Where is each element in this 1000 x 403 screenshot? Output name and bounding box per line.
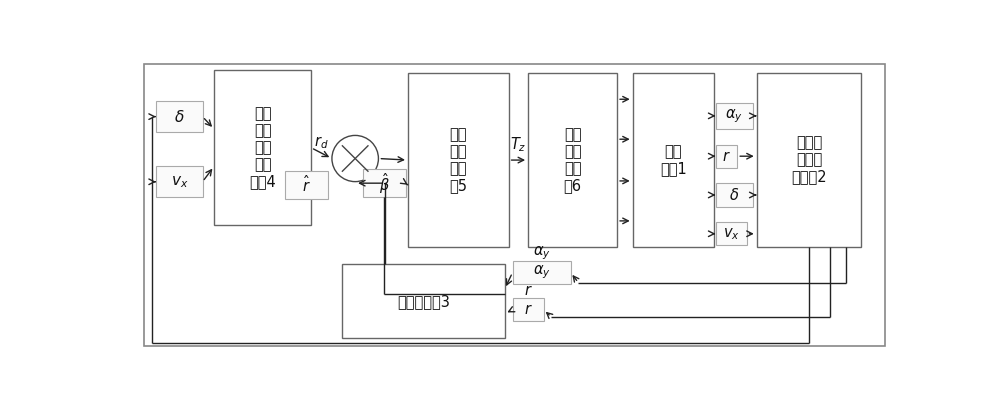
- Text: $\hat{\beta}$: $\hat{\beta}$: [379, 171, 390, 196]
- Text: 角速: 角速: [254, 140, 271, 155]
- Text: $r_d$: $r_d$: [314, 135, 329, 152]
- Bar: [716, 145, 737, 168]
- Text: $\hat{r}$: $\hat{r}$: [302, 175, 311, 195]
- Bar: [528, 73, 617, 247]
- Text: 算器4: 算器4: [249, 174, 276, 189]
- Bar: [156, 101, 202, 132]
- Text: $r$: $r$: [722, 149, 731, 164]
- Text: 理想: 理想: [254, 106, 271, 121]
- Text: 器6: 器6: [564, 178, 582, 193]
- Text: 力矩: 力矩: [564, 144, 581, 159]
- Text: 理电路2: 理电路2: [791, 170, 827, 185]
- Text: $r$: $r$: [524, 302, 532, 317]
- Bar: [214, 70, 311, 225]
- Text: $\delta$: $\delta$: [174, 109, 185, 125]
- Bar: [633, 73, 714, 247]
- Bar: [757, 73, 861, 247]
- Text: 横摆: 横摆: [564, 127, 581, 142]
- Bar: [285, 171, 328, 199]
- Bar: [512, 261, 571, 284]
- Text: 控制: 控制: [450, 161, 467, 176]
- Text: 滑模: 滑模: [450, 144, 467, 159]
- Bar: [716, 183, 753, 207]
- Text: 鲁棒观测器3: 鲁棒观测器3: [397, 294, 450, 309]
- Text: $\alpha_y$: $\alpha_y$: [533, 244, 550, 262]
- Text: $v_x$: $v_x$: [171, 174, 188, 190]
- Text: 信号采: 信号采: [796, 135, 822, 150]
- Bar: [512, 298, 544, 322]
- Bar: [363, 169, 406, 197]
- Text: $v_x$: $v_x$: [723, 226, 739, 242]
- Text: 车辆1: 车辆1: [660, 161, 687, 176]
- Text: 实际: 实际: [665, 144, 682, 159]
- Text: $T_z$: $T_z$: [510, 135, 527, 154]
- Bar: [156, 166, 202, 197]
- Text: $\alpha_y$: $\alpha_y$: [725, 107, 743, 125]
- Bar: [716, 103, 753, 129]
- Text: 横摆: 横摆: [254, 123, 271, 138]
- Text: 高阶: 高阶: [450, 127, 467, 142]
- Text: 集与调: 集与调: [796, 153, 822, 168]
- Text: $\alpha_y$: $\alpha_y$: [533, 264, 550, 281]
- Bar: [408, 73, 509, 247]
- Text: $r$: $r$: [524, 283, 532, 298]
- Bar: [342, 264, 505, 339]
- Bar: [716, 222, 747, 245]
- Text: $\delta$: $\delta$: [729, 187, 739, 203]
- Text: 器5: 器5: [449, 178, 467, 193]
- Text: 度计: 度计: [254, 157, 271, 172]
- Text: 分配: 分配: [564, 161, 581, 176]
